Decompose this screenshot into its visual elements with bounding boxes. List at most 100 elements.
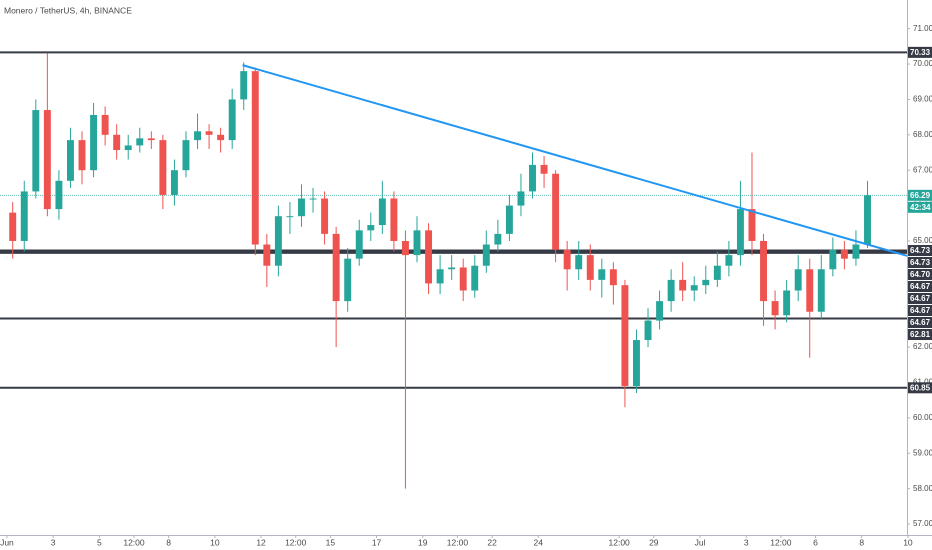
candle-body (425, 230, 433, 284)
candle-body (298, 198, 305, 217)
level-label-box (908, 281, 932, 293)
candle-body (667, 279, 675, 302)
candle-body (228, 99, 236, 141)
candle-body (482, 244, 490, 266)
level-label: 64.70 (910, 270, 931, 279)
candle-body (563, 249, 571, 270)
candle-body (471, 265, 479, 291)
candle-body (586, 255, 594, 280)
candle-body (459, 267, 467, 291)
candle-body (448, 267, 456, 270)
candle-body (205, 131, 213, 135)
candle-body (690, 285, 698, 291)
candle-body (321, 198, 329, 234)
y-tick-label: 61.00 (913, 378, 932, 387)
x-tick-label: 10 (903, 537, 913, 547)
candle-body (170, 170, 178, 195)
candle-body (771, 301, 779, 316)
candle-body (20, 191, 28, 241)
last-price-label-box (908, 189, 932, 201)
level-label: 70.33 (910, 48, 931, 57)
y-tick-label: 67.00 (913, 165, 932, 174)
candle-body (124, 145, 132, 151)
level-label: 64.67 (910, 294, 931, 303)
level-label-box (908, 257, 932, 269)
y-tick-label: 57.00 (913, 519, 932, 528)
candle-body (552, 173, 560, 250)
x-tick-label: 12:00 (609, 537, 631, 547)
candle-body (436, 269, 444, 284)
candle-body (494, 233, 502, 245)
candle-body (829, 249, 837, 270)
x-tick-label: Jun (0, 537, 14, 547)
y-tick-label: 62.00 (913, 342, 932, 351)
level-label-box (908, 46, 932, 58)
candle-body (78, 140, 86, 171)
candle-body (529, 164, 536, 192)
candle-body (736, 209, 744, 256)
x-tick-label: 12:00 (447, 537, 469, 547)
candle-body (332, 233, 340, 302)
candle-body (517, 191, 525, 206)
candle-body (159, 140, 167, 195)
candle-body (702, 279, 710, 286)
candle-body (864, 195, 871, 245)
y-tick-label: 71.00 (913, 24, 932, 33)
y-tick-label: 70.00 (913, 59, 932, 68)
level-label: 64.67 (910, 282, 931, 291)
level-label: 64.67 (910, 318, 931, 327)
level-label: 64.73 (910, 246, 931, 255)
candle-body (147, 138, 155, 141)
y-tick-label: 65.00 (913, 236, 932, 245)
candle-body (783, 290, 791, 316)
level-label: 64.67 (910, 306, 931, 315)
candle-body (217, 134, 225, 141)
x-tick-label: 17 (372, 537, 382, 547)
x-tick-label: 10 (210, 537, 220, 547)
level-label-box (908, 305, 932, 317)
trendline (242, 64, 908, 257)
candle-body (344, 258, 352, 302)
candle-body (9, 212, 17, 241)
x-tick-label: 3 (744, 537, 749, 547)
chart-title: Monero / TetherUS, 4h, BINANCE (4, 5, 132, 15)
candle-body (194, 131, 201, 141)
x-tick-label: 12:00 (770, 537, 792, 547)
x-tick-label: 3 (51, 537, 56, 547)
x-tick-label: 19 (418, 537, 428, 547)
x-tick-label: 15 (326, 537, 336, 547)
x-tick-label: 12:00 (123, 537, 145, 547)
plot-area (0, 51, 908, 489)
candle-body (263, 244, 271, 266)
x-tick-label: 5 (97, 537, 102, 547)
level-label-box (908, 293, 932, 305)
candle-body (806, 269, 814, 312)
candle-body (274, 216, 282, 266)
candle-body (66, 140, 74, 181)
y-tick-label: 69.00 (913, 95, 932, 104)
candle-body (367, 225, 375, 231)
level-label-box (908, 269, 932, 281)
candle-body (90, 114, 98, 171)
candle-body (609, 269, 617, 286)
level-label: 64.73 (910, 258, 931, 267)
level-label: 60.85 (910, 383, 931, 392)
candle-body (713, 265, 721, 280)
candle-body (286, 216, 294, 218)
x-tick-label: 8 (166, 537, 171, 547)
candle-body (505, 205, 513, 234)
candle-body (413, 230, 421, 256)
x-tick-label: 24 (534, 537, 544, 547)
candle-body (817, 269, 825, 312)
candle-body (136, 138, 144, 146)
y-tick-label: 60.00 (913, 413, 932, 422)
candle-body (621, 285, 629, 387)
candle-body (378, 198, 386, 226)
candle-body (760, 240, 767, 302)
x-tick-label: 12:00 (285, 537, 307, 547)
candle-body (32, 110, 40, 192)
candle-body (55, 180, 63, 210)
level-label-box (908, 245, 932, 257)
countdown-label-box (908, 201, 932, 213)
x-tick-label: Jul (695, 537, 706, 547)
